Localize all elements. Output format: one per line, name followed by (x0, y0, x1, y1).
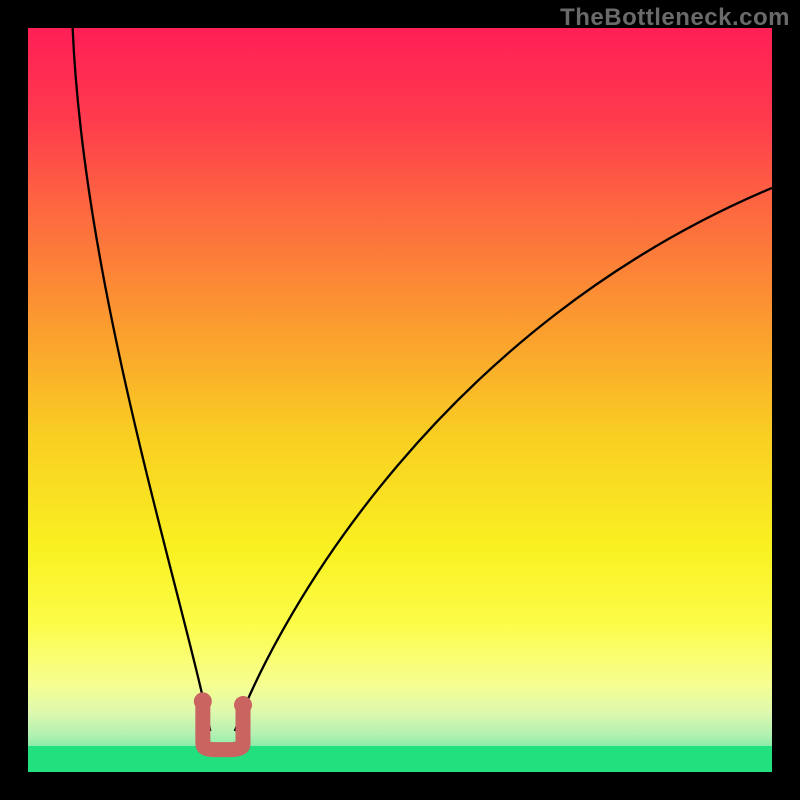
watermark-text: TheBottleneck.com (560, 4, 790, 32)
dip-marker-dot-0 (194, 692, 212, 710)
plot-gradient (28, 28, 772, 772)
bottom-band (28, 746, 772, 772)
dip-marker-dot-1 (234, 696, 252, 714)
bottleneck-chart (0, 0, 800, 800)
chart-wrapper: TheBottleneck.com (0, 0, 800, 800)
